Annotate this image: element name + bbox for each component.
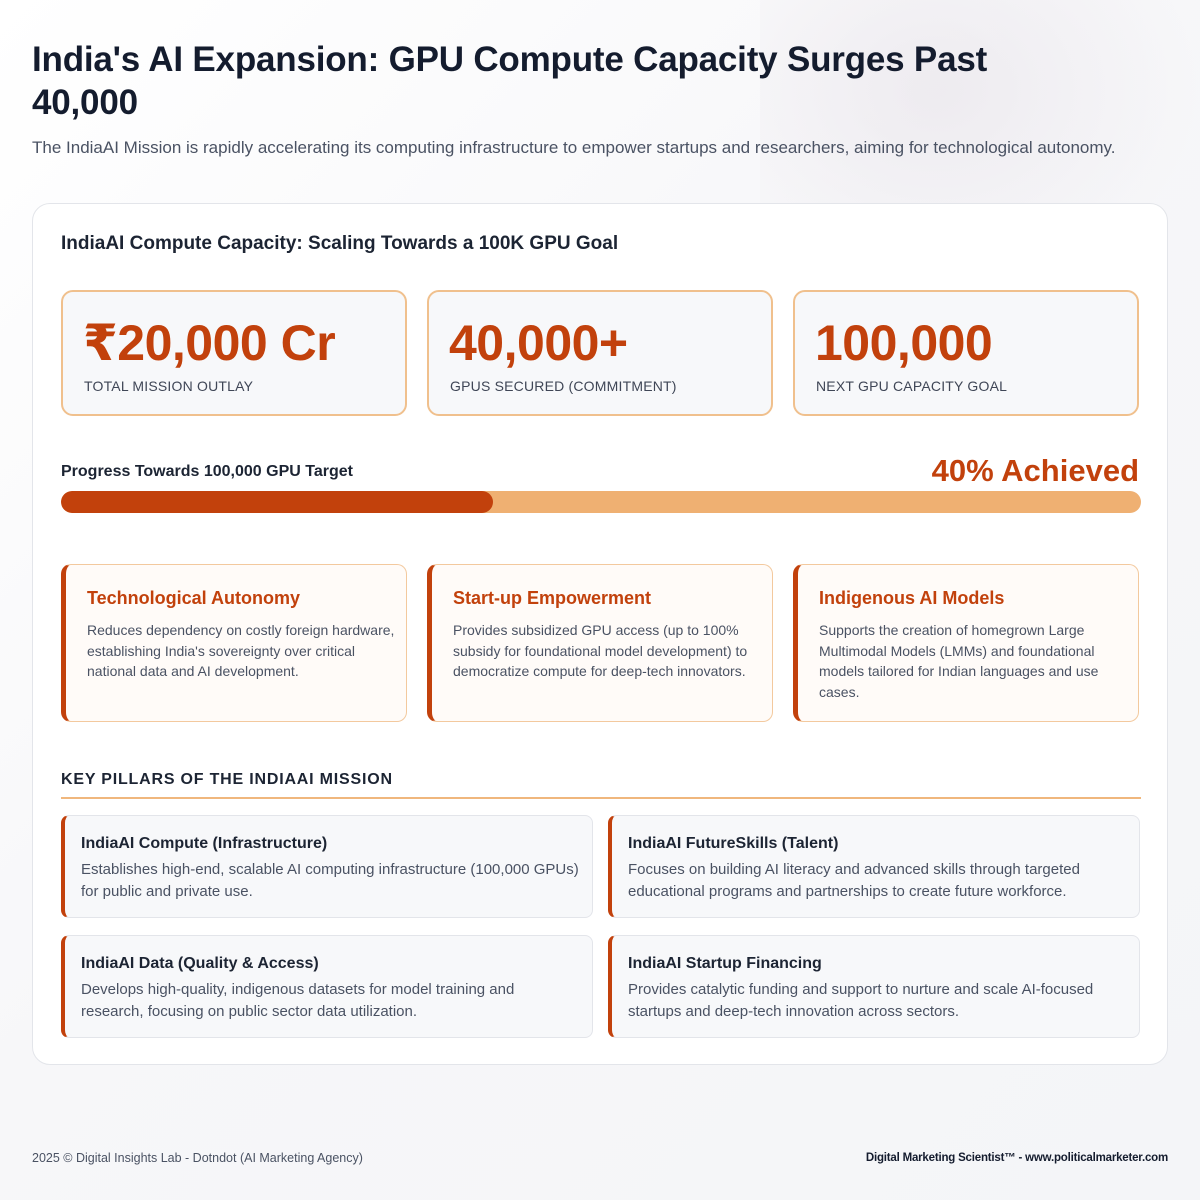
- footer-brand: Digital Marketing Scientist™ - www.polit…: [865, 1152, 1168, 1164]
- pillar-data: IndiaAI Data (Quality & Access) Develops…: [61, 935, 593, 1038]
- card-title: IndiaAI Compute Capacity: Scaling Toward…: [61, 233, 619, 254]
- footer-copyright: 2025 © Digital Insights Lab - Dotndot (A…: [32, 1151, 363, 1165]
- pillars-heading: KEY PILLARS OF THE INDIAAI MISSION: [61, 771, 393, 788]
- stat-gpu-goal: 100,000 NEXT GPU CAPACITY GOAL: [793, 290, 1139, 416]
- stat-label: GPUS SECURED (COMMITMENT): [450, 378, 677, 394]
- feature-title: Indigenous AI Models: [819, 588, 1005, 608]
- stat-mission-outlay: ₹20,000 Cr TOTAL MISSION OUTLAY: [61, 290, 407, 416]
- progress-bar: [61, 491, 1141, 513]
- stat-gpus-secured: 40,000+ GPUS SECURED (COMMITMENT): [427, 290, 773, 416]
- stat-label: TOTAL MISSION OUTLAY: [84, 378, 254, 394]
- pillar-desc: Provides catalytic funding and support t…: [628, 981, 1094, 1020]
- pillar-title: IndiaAI Startup Financing: [628, 955, 822, 972]
- pillar-compute: IndiaAI Compute (Infrastructure) Establi…: [61, 815, 593, 918]
- stat-value: ₹20,000 Cr: [83, 315, 336, 371]
- feature-title: Start-up Empowerment: [453, 588, 652, 608]
- pillar-desc: Focuses on building AI literacy and adva…: [628, 861, 1080, 900]
- page-subtitle: The IndiaAI Mission is rapidly accelerat…: [32, 138, 1116, 157]
- pillar-futureskills: IndiaAI FutureSkills (Talent) Focuses on…: [608, 815, 1140, 918]
- pillar-startup-financing: IndiaAI Startup Financing Provides catal…: [608, 935, 1140, 1038]
- pillar-desc: Develops high-quality, indigenous datase…: [81, 981, 515, 1020]
- stat-label: NEXT GPU CAPACITY GOAL: [816, 378, 1008, 394]
- compute-capacity-card: IndiaAI Compute Capacity: Scaling Toward…: [32, 203, 1168, 1065]
- feature-desc: Supports the creation of homegrown Large…: [819, 622, 1099, 700]
- stat-value: 40,000+: [449, 315, 628, 371]
- progress-percent: 40% Achieved: [931, 453, 1139, 488]
- feature-title: Technological Autonomy: [87, 588, 301, 608]
- pillar-desc: Establishes high-end, scalable AI comput…: [81, 861, 579, 900]
- feature-desc: Provides subsidized GPU access (up to 10…: [453, 622, 748, 679]
- feature-indigenous-ai-models: Indigenous AI Models Supports the creati…: [793, 564, 1139, 722]
- pillar-title: IndiaAI Data (Quality & Access): [81, 955, 319, 972]
- pillar-title: IndiaAI FutureSkills (Talent): [628, 835, 839, 852]
- page-title: India's AI Expansion: GPU Compute Capaci…: [32, 40, 988, 122]
- pillar-title: IndiaAI Compute (Infrastructure): [81, 835, 328, 852]
- feature-startup-empowerment: Start-up Empowerment Provides subsidized…: [427, 564, 773, 722]
- page-header: India's AI Expansion: GPU Compute Capaci…: [32, 38, 1168, 160]
- progress-label: Progress Towards 100,000 GPU Target: [61, 463, 353, 480]
- progress-fill: [61, 491, 493, 513]
- pillars-divider: [61, 797, 1141, 799]
- stat-value: 100,000: [815, 315, 993, 371]
- feature-desc: Reduces dependency on costly foreign har…: [87, 622, 395, 679]
- feature-technological-autonomy: Technological Autonomy Reduces dependenc…: [61, 564, 407, 722]
